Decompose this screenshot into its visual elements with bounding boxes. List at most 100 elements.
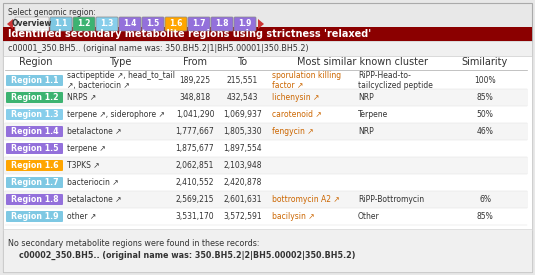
Text: 2,410,552: 2,410,552: [176, 178, 214, 187]
Text: 432,543: 432,543: [227, 93, 258, 102]
Text: Region 1.4: Region 1.4: [11, 127, 58, 136]
Text: 50%: 50%: [477, 110, 493, 119]
Text: terpene ↗, siderophore ↗: terpene ↗, siderophore ↗: [67, 110, 165, 119]
Text: 1.6: 1.6: [169, 20, 182, 29]
Text: 2,420,878: 2,420,878: [223, 178, 262, 187]
Text: 1,875,677: 1,875,677: [175, 144, 215, 153]
FancyBboxPatch shape: [119, 17, 141, 31]
FancyBboxPatch shape: [15, 17, 49, 31]
Text: 85%: 85%: [477, 212, 493, 221]
Text: 215,551: 215,551: [227, 76, 258, 85]
Text: 1.1: 1.1: [55, 20, 68, 29]
Bar: [4, 191, 528, 208]
FancyBboxPatch shape: [6, 126, 63, 137]
Text: 85%: 85%: [477, 93, 493, 102]
FancyBboxPatch shape: [6, 160, 63, 171]
Text: lichenysin ↗: lichenysin ↗: [272, 93, 319, 102]
Text: Region 1.2: Region 1.2: [11, 93, 58, 102]
Text: terpene ↗: terpene ↗: [67, 144, 106, 153]
Text: 1,069,937: 1,069,937: [223, 110, 262, 119]
FancyBboxPatch shape: [6, 109, 63, 120]
Text: sactipeptide ↗, head_to_tail
↗, bacteriocin ↗: sactipeptide ↗, head_to_tail ↗, bacterio…: [67, 71, 175, 90]
Text: bacilysin ↗: bacilysin ↗: [272, 212, 315, 221]
Text: 1,777,667: 1,777,667: [175, 127, 215, 136]
Bar: [4, 106, 528, 123]
Bar: [3, 41, 532, 56]
Text: Most similar known cluster: Most similar known cluster: [297, 57, 428, 67]
Bar: [3, 229, 532, 272]
Text: 2,062,851: 2,062,851: [176, 161, 214, 170]
Text: Type: Type: [109, 57, 131, 67]
FancyBboxPatch shape: [6, 92, 63, 103]
Bar: [4, 89, 528, 106]
FancyBboxPatch shape: [6, 194, 63, 205]
Text: 1.2: 1.2: [78, 20, 91, 29]
Text: 1.4: 1.4: [123, 20, 136, 29]
Text: Region 1.7: Region 1.7: [11, 178, 58, 187]
Bar: [4, 174, 528, 191]
Text: 1.7: 1.7: [192, 20, 206, 29]
Text: 1.5: 1.5: [147, 20, 159, 29]
FancyBboxPatch shape: [50, 17, 72, 31]
Text: NRPS ↗: NRPS ↗: [67, 93, 96, 102]
Text: 1.3: 1.3: [101, 20, 114, 29]
Text: Select genomic region:: Select genomic region:: [8, 8, 96, 17]
Text: 3,531,170: 3,531,170: [175, 212, 215, 221]
Text: 2,569,215: 2,569,215: [176, 195, 214, 204]
Text: 46%: 46%: [477, 127, 493, 136]
Text: carotenoid ↗: carotenoid ↗: [272, 110, 322, 119]
Text: 1.9: 1.9: [238, 20, 251, 29]
Text: 6%: 6%: [479, 195, 491, 204]
Text: bottromycin A2 ↗: bottromycin A2 ↗: [272, 195, 340, 204]
Text: fengycin ↗: fengycin ↗: [272, 127, 314, 136]
Text: Other: Other: [358, 212, 380, 221]
Text: NRP: NRP: [358, 127, 374, 136]
Bar: [4, 72, 528, 89]
Text: Region 1.8: Region 1.8: [11, 195, 58, 204]
Text: 2,601,631: 2,601,631: [223, 195, 262, 204]
Text: 3,572,591: 3,572,591: [223, 212, 262, 221]
Text: c00001_350.BH5.. (original name was: 350.BH5.2|1|BH5.00001|350.BH5.2): c00001_350.BH5.. (original name was: 350…: [8, 44, 309, 53]
Text: 1,897,554: 1,897,554: [223, 144, 262, 153]
Text: No secondary metabolite regions were found in these records:: No secondary metabolite regions were fou…: [8, 238, 259, 248]
Text: other ↗: other ↗: [67, 212, 96, 221]
Text: 2,103,948: 2,103,948: [223, 161, 262, 170]
Text: bacteriocin ↗: bacteriocin ↗: [67, 178, 119, 187]
FancyBboxPatch shape: [234, 17, 256, 31]
Text: 348,818: 348,818: [179, 93, 211, 102]
Bar: [4, 123, 528, 140]
FancyBboxPatch shape: [6, 75, 63, 86]
Text: From: From: [183, 57, 207, 67]
FancyBboxPatch shape: [188, 17, 210, 31]
Text: 1,041,290: 1,041,290: [176, 110, 214, 119]
FancyBboxPatch shape: [165, 17, 187, 31]
Text: To: To: [238, 57, 248, 67]
Text: 1.8: 1.8: [215, 20, 229, 29]
Bar: [4, 157, 528, 174]
Bar: [3, 56, 532, 230]
FancyBboxPatch shape: [6, 211, 63, 222]
Text: Similarity: Similarity: [462, 57, 508, 67]
FancyBboxPatch shape: [6, 143, 63, 154]
FancyBboxPatch shape: [96, 17, 118, 31]
Text: Identified secondary metabolite regions using strictness 'relaxed': Identified secondary metabolite regions …: [8, 29, 371, 39]
Polygon shape: [258, 19, 264, 29]
Text: betalactone ↗: betalactone ↗: [67, 127, 121, 136]
Text: Region 1.1: Region 1.1: [11, 76, 58, 85]
FancyBboxPatch shape: [142, 17, 164, 31]
Text: Region 1.3: Region 1.3: [11, 110, 58, 119]
Text: NRP: NRP: [358, 93, 374, 102]
Text: Region: Region: [19, 57, 52, 67]
Bar: [4, 208, 528, 225]
Text: Terpene: Terpene: [358, 110, 388, 119]
Text: betalactone ↗: betalactone ↗: [67, 195, 121, 204]
Text: sporulation killing
factor ↗: sporulation killing factor ↗: [272, 71, 341, 90]
Text: Region 1.6: Region 1.6: [11, 161, 58, 170]
Text: Region 1.5: Region 1.5: [11, 144, 58, 153]
Text: RiPP-Head-to-
tailcyclized peptide: RiPP-Head-to- tailcyclized peptide: [358, 71, 433, 90]
Polygon shape: [7, 19, 13, 29]
Text: 189,225: 189,225: [179, 76, 211, 85]
Text: T3PKS ↗: T3PKS ↗: [67, 161, 100, 170]
Text: 1,805,330: 1,805,330: [223, 127, 262, 136]
Text: RiPP-Bottromycin: RiPP-Bottromycin: [358, 195, 424, 204]
